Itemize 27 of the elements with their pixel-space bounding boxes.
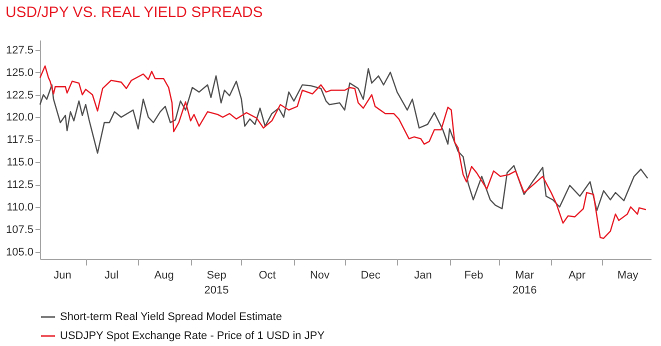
y-tick-label: 112.5	[6, 179, 34, 192]
line-series	[39, 65, 647, 240]
x-tick-label: Apr	[568, 270, 586, 282]
x-tick-label: Aug	[154, 270, 174, 282]
x-tick-label: Nov	[310, 270, 330, 282]
y-tick-label: 120.0	[6, 112, 34, 124]
y-tick-label: 110.0	[6, 201, 34, 214]
x-tick-label: Jun	[54, 270, 72, 282]
y-tick-label: 107.5	[6, 224, 34, 236]
x-tick-label: Jul	[104, 270, 119, 282]
chart-title: USD/JPY VS. REAL YIELD SPREADS	[5, 4, 263, 21]
y-tick-label: 125.0	[6, 66, 34, 79]
x-tick-label: Mar 2016	[512, 270, 537, 296]
y-tick-label: 105.0	[6, 246, 34, 258]
x-tick-label: May	[617, 270, 639, 282]
y-tick-label: 117.5	[6, 134, 34, 146]
y-tick-label: 115.0	[6, 156, 34, 169]
x-tick-label: Jan	[414, 270, 432, 282]
y-tick-label: 127.5	[6, 44, 34, 56]
legend-label: USDJPY Spot Exchange Rate - Price of 1 USD in JPY	[60, 330, 326, 342]
line-series	[39, 68, 648, 212]
x-tick-label: Dec	[360, 270, 381, 282]
y-tick-label: 122.5	[6, 89, 34, 102]
x-tick-label: Sep 2015	[204, 270, 229, 296]
legend-label: Short-term Real Yield Spread Model Estimate	[60, 311, 282, 323]
x-tick-label: Oct	[258, 270, 276, 282]
x-tick-label: Feb	[464, 270, 484, 282]
